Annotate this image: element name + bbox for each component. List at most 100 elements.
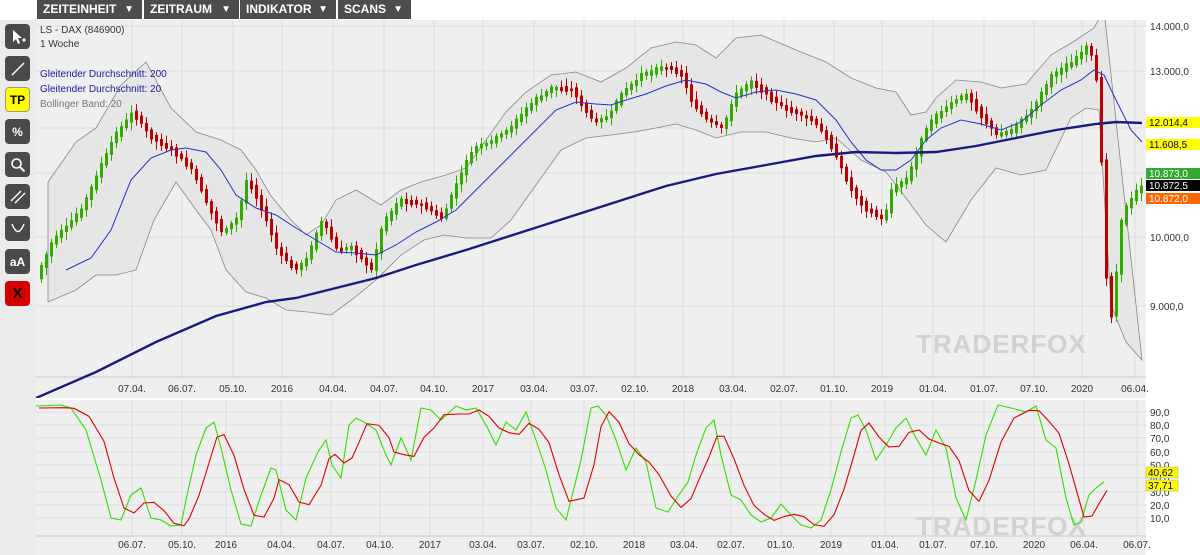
instrument-name: LS - DAX (846900)	[40, 25, 125, 36]
candle	[695, 99, 698, 110]
candle	[675, 67, 678, 75]
text-tool-button[interactable]: aA	[5, 249, 30, 274]
menu-indikator[interactable]: INDIKATOR ▼	[240, 0, 336, 19]
menu-zeitraum-label: ZEITRAUM	[150, 2, 212, 16]
select-tool-button[interactable]	[5, 24, 30, 49]
oscillator-x-tick-label: 03.07.	[517, 540, 545, 551]
legend-ma20: Gleitender Durchschnitt: 20	[40, 84, 162, 95]
candle	[850, 177, 853, 192]
price-badge-label: 12.014,4	[1149, 118, 1188, 129]
price-badges: 12.014,4 11.608,5 10.873,010.872,5 10.872,0	[1146, 117, 1200, 205]
candle	[370, 262, 373, 270]
candle	[590, 109, 593, 119]
candle	[1045, 84, 1048, 95]
candle	[915, 152, 918, 170]
candle	[1110, 275, 1113, 318]
candle	[90, 186, 93, 200]
candle	[55, 235, 58, 245]
candle	[735, 92, 738, 107]
candle	[80, 208, 83, 218]
candle	[570, 88, 573, 92]
candle	[565, 86, 568, 92]
candle	[490, 140, 493, 144]
oscillator-x-tick-label: 2019	[820, 540, 843, 551]
line-tool-button[interactable]	[5, 56, 30, 81]
candle	[40, 264, 43, 280]
x-tick-label: 04.07.	[370, 384, 398, 395]
candle	[340, 247, 343, 252]
candle	[160, 139, 163, 147]
oscillator-x-tick-label: 2020	[1023, 540, 1046, 551]
candle	[710, 118, 713, 123]
x-tick-label: 2019	[871, 384, 894, 395]
menu-zeitraum[interactable]: ZEITRAUM ▼	[144, 0, 239, 19]
candle	[550, 86, 553, 94]
x-tick-label: 02.07.	[770, 384, 798, 395]
candle	[240, 200, 243, 221]
candle	[1060, 67, 1063, 75]
candle	[575, 87, 578, 98]
candle	[400, 198, 403, 207]
oscillator-x-tick-label: 05.10.	[168, 540, 196, 551]
x-tick-label: 01.07.	[970, 384, 998, 395]
candle	[300, 262, 303, 271]
candle	[235, 217, 238, 225]
oscillator-x-tick-label: 01.04.	[871, 540, 899, 551]
candle	[485, 142, 488, 147]
candle	[815, 118, 818, 126]
candle	[500, 133, 503, 138]
x-tick-label: 03.04.	[719, 384, 747, 395]
oscillator-tick-label: 10,0	[1150, 514, 1170, 525]
candle	[180, 153, 183, 160]
percent-tool-button[interactable]: %	[5, 119, 30, 144]
oscillator-chart[interactable]: TRADERFOX 06.07. 05.10. 2016 04.04. 04.07. 04…	[36, 400, 1200, 555]
menu-zeiteinheit[interactable]: ZEITEINHEIT ▼	[37, 0, 142, 19]
candle	[115, 131, 118, 144]
legend-bollinger: Bollinger Band: 20	[40, 99, 122, 110]
candle	[1080, 51, 1083, 60]
candle	[45, 254, 48, 268]
price-chart[interactable]: TRADERFOX 07.04. 06.07. 05.10. 2016 04.04. 04…	[36, 20, 1200, 398]
price-badge	[1146, 139, 1200, 150]
candle	[125, 119, 128, 129]
candle	[1015, 124, 1018, 134]
oscillator-x-tick-label: 02.07.	[717, 540, 745, 551]
candle	[1035, 101, 1038, 112]
candle	[635, 80, 638, 87]
menu-scans[interactable]: SCANS ▼	[338, 0, 411, 19]
price-badge-label: 11.608,5	[1149, 140, 1188, 151]
candle	[205, 189, 208, 203]
candle	[270, 218, 273, 236]
candle	[790, 106, 793, 114]
candle	[345, 247, 348, 251]
delete-drawings-button[interactable]: X	[5, 281, 30, 306]
candle	[945, 106, 948, 113]
candle	[215, 210, 218, 224]
candle	[980, 106, 983, 119]
oscillator-x-tick-label: 2017	[419, 540, 442, 551]
candle	[495, 135, 498, 144]
chevron-down-icon: ▼	[393, 4, 403, 15]
candle	[230, 223, 233, 230]
timeframe-label: 1 Woche	[40, 39, 80, 50]
candle	[580, 95, 583, 106]
candle	[560, 87, 563, 92]
candle	[995, 127, 998, 135]
drawing-toolbar: TP % aA X	[0, 20, 36, 555]
zoom-tool-button[interactable]	[5, 152, 30, 177]
candle	[295, 263, 298, 270]
candle	[700, 105, 703, 115]
candle	[875, 209, 878, 218]
price-badge-label: 10.873,0	[1149, 169, 1188, 180]
candle	[200, 176, 203, 192]
candle	[440, 212, 443, 220]
candle	[1065, 63, 1068, 72]
parallel-tool-button[interactable]	[5, 184, 30, 209]
candle	[825, 130, 828, 140]
tp-tool-button[interactable]: TP	[5, 87, 30, 112]
candle	[845, 166, 848, 182]
curve-tool-button[interactable]	[5, 216, 30, 241]
candle	[800, 111, 803, 116]
percent-label: %	[12, 124, 23, 139]
candle	[210, 201, 213, 214]
